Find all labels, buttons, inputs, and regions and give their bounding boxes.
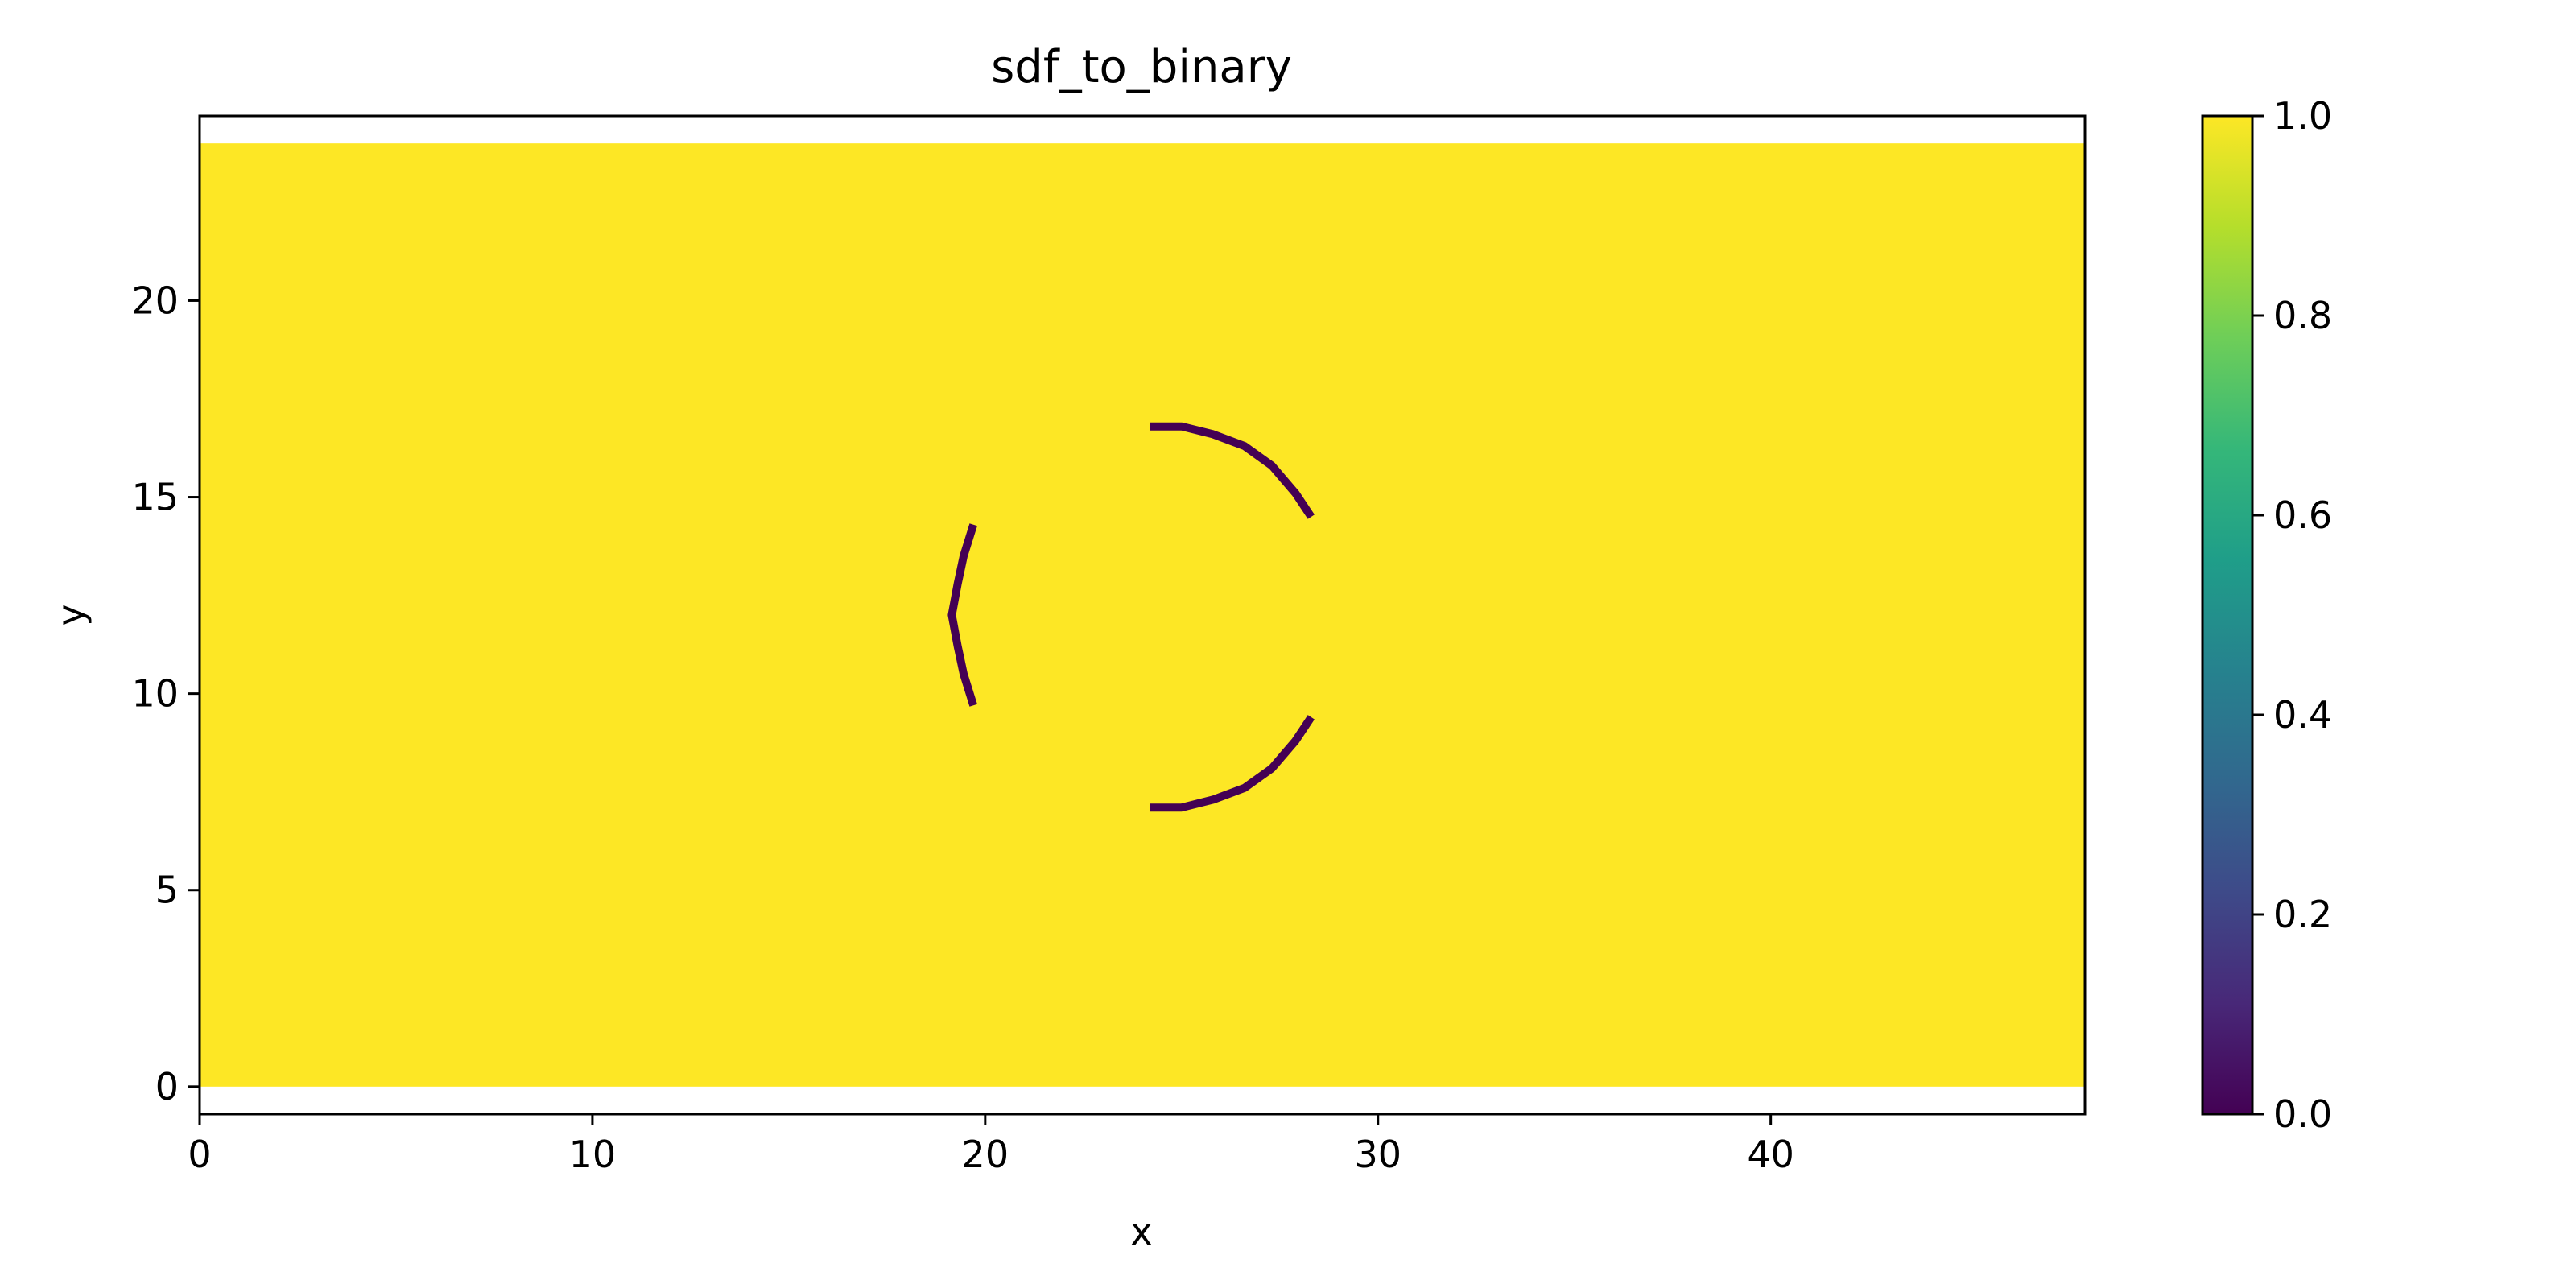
y-tick-label: 10 [131,672,179,716]
colorbar-tick-label: 0.0 [2273,1092,2332,1136]
y-axis-label: y [49,604,93,625]
low-value-arcs [947,422,1315,812]
colorbar-tick-label: 0.2 [2273,893,2332,936]
colorbar-ticks: 0.0 0.2 0.4 0.6 0.8 1.0 [2252,94,2332,1136]
colorbar-tick-label: 0.8 [2273,294,2332,337]
plot-area [198,114,2087,1116]
colorbar: 0.0 0.2 0.4 0.6 0.8 1.0 [2201,94,2332,1136]
colorbar-tick-label: 0.6 [2273,493,2332,537]
x-tick-label: 10 [569,1133,617,1176]
x-tick-label: 30 [1354,1133,1402,1176]
arc-lower-right-arc [1150,715,1315,812]
x-tick-label: 40 [1747,1133,1794,1176]
colorbar-tick-label: 1.0 [2273,94,2332,138]
y-tick-label: 0 [155,1065,179,1108]
y-axis: 0 5 10 15 20 [131,279,200,1108]
arc-left-arc [947,523,977,707]
y-tick-label: 20 [131,279,179,322]
colorbar-gradient [2202,116,2252,1114]
x-axis-label: x [1130,1210,1152,1253]
x-tick-label: 0 [188,1133,211,1176]
arc-upper-right-arc [1150,422,1315,519]
colorbar-frame [2201,114,2254,1116]
y-tick-label: 15 [131,476,179,519]
y-tick-label: 5 [155,869,179,912]
chart-title: sdf_to_binary [991,41,1292,93]
heatmap-image [200,143,2085,1087]
x-tick-label: 20 [962,1133,1009,1176]
plot-frame [198,114,2087,1116]
colorbar-tick-label: 0.4 [2273,693,2332,737]
x-axis: 0 10 20 30 40 [188,1114,1794,1176]
